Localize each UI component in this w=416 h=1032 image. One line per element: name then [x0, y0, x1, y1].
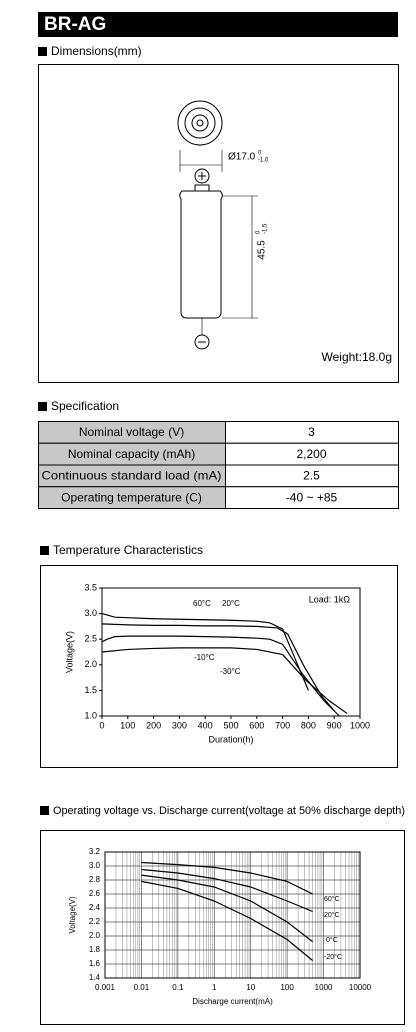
annotation: Load: 1kΩ — [309, 594, 351, 604]
dimension-box — [38, 64, 399, 383]
table-label: Continuous standard load (mA) — [42, 469, 222, 483]
y-tick-label: 2.2 — [89, 917, 101, 926]
bullet — [38, 47, 47, 56]
chart-box — [40, 565, 398, 768]
x-tick-label: 0 — [99, 720, 104, 730]
series-line — [141, 861, 313, 895]
series-label: 20°C — [222, 599, 240, 608]
plot-area — [104, 851, 361, 979]
series-line — [141, 874, 313, 943]
y-tick-label: 1.5 — [84, 685, 97, 695]
height-tolerance: 0 — [256, 230, 262, 234]
y-tick-label: 2.6 — [89, 889, 101, 898]
series-label: 0°C — [326, 936, 338, 944]
battery-drawing — [177, 100, 258, 350]
series-line — [141, 868, 313, 913]
series-label: 20°C — [324, 911, 340, 919]
bullet — [38, 402, 47, 411]
y-tick-label: 1.4 — [89, 973, 101, 982]
y-tick-label: 1.0 — [84, 710, 97, 720]
x-tick-label: 300 — [172, 720, 187, 730]
series-line — [101, 647, 348, 714]
bullet — [40, 546, 49, 555]
x-tick-label: 0.1 — [172, 983, 184, 992]
series-label: -10°C — [194, 653, 215, 662]
y-tick-label: 3.2 — [89, 847, 101, 856]
diameter-label: Ø17.0 — [228, 152, 256, 163]
y-tick-label: 2.0 — [84, 659, 97, 669]
chart-title: Temperature Characteristics — [53, 543, 203, 557]
x-tick-label: 0.001 — [95, 983, 116, 992]
table-value: -40 ~ +85 — [286, 490, 338, 504]
diameter-tolerance: -1.0 — [258, 158, 269, 164]
y-tick-label: 1.8 — [89, 945, 101, 954]
height-label: 45.5 — [257, 240, 268, 260]
x-tick-label: 400 — [198, 720, 213, 730]
y-tick-label: 2.8 — [89, 875, 101, 884]
diameter-tolerance: 0 — [258, 151, 262, 157]
y-axis-label: Voltage(V) — [64, 631, 74, 673]
y-tick-label: 2.5 — [84, 634, 97, 644]
section-heading: Dimensions(mm) — [51, 44, 142, 58]
y-tick-label: 1.6 — [89, 959, 101, 968]
x-axis-label: Discharge current(mA) — [192, 997, 273, 1006]
x-axis-label: Duration(h) — [208, 734, 253, 744]
y-tick-label: 2.4 — [89, 903, 101, 912]
y-tick-label: 3.5 — [84, 582, 97, 592]
spec-table: Nominal voltage (V) 3 Nominal capacity (mA… — [38, 421, 399, 509]
y-tick-label: 3.0 — [89, 861, 101, 870]
height-tolerance: -1.5 — [263, 223, 269, 234]
chart-title: Operating voltage vs. Discharge current(… — [53, 805, 405, 817]
table-label: Operating temperature (C) — [61, 490, 202, 504]
table-value: 3 — [308, 425, 315, 439]
x-tick-label: 800 — [301, 720, 316, 730]
x-tick-label: 10000 — [349, 983, 372, 992]
y-tick-label: 3.0 — [84, 608, 97, 618]
x-tick-label: 1 — [212, 983, 217, 992]
header-bar — [38, 12, 398, 37]
bullet — [40, 806, 49, 815]
x-tick-label: 100 — [280, 983, 294, 992]
series-line — [141, 880, 313, 961]
x-tick-label: 1000 — [350, 720, 370, 730]
x-tick-label: 600 — [249, 720, 264, 730]
weight-label: Weight:18.0g — [322, 350, 393, 364]
series-label: -30°C — [220, 667, 241, 676]
table-cell — [225, 486, 399, 509]
x-tick-label: 900 — [327, 720, 342, 730]
section-heading: Specification — [51, 399, 119, 413]
y-axis-label: Voltage(V) — [68, 896, 77, 934]
series-line — [101, 623, 335, 712]
x-tick-label: 1000 — [315, 983, 333, 992]
x-tick-label: 100 — [120, 720, 135, 730]
series-line — [101, 635, 340, 717]
y-tick-label: 2.0 — [89, 931, 101, 940]
x-tick-label: 0.01 — [134, 983, 150, 992]
table-value: 2.5 — [303, 469, 320, 483]
x-tick-label: 10 — [246, 983, 255, 992]
series-label: 60°C — [193, 599, 211, 608]
header-title: BR-AG — [44, 14, 106, 35]
series-line — [101, 613, 309, 691]
x-tick-label: 700 — [275, 720, 290, 730]
chart-box — [40, 830, 405, 1025]
x-tick-label: 200 — [146, 720, 161, 730]
x-tick-label: 500 — [223, 720, 238, 730]
table-label: Nominal capacity (mAh) — [68, 447, 195, 461]
table-label: Nominal voltage (V) — [79, 425, 184, 439]
series-label: 60°C — [324, 895, 340, 903]
table-value: 2,200 — [296, 447, 326, 461]
series-label: -20°C — [324, 953, 342, 961]
